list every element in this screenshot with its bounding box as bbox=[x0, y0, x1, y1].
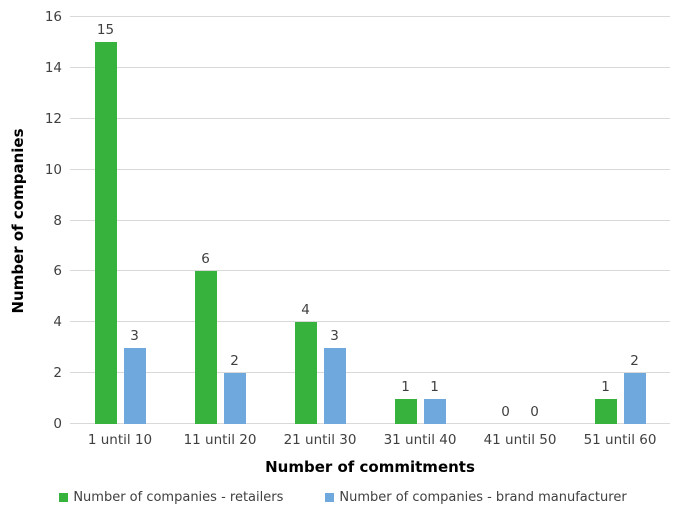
category-label: 31 until 40 bbox=[383, 432, 457, 448]
value-label: 6 bbox=[201, 251, 210, 268]
bar-series-0-21-until-30 bbox=[294, 322, 317, 424]
category-label: 21 until 30 bbox=[283, 432, 357, 448]
value-label: 2 bbox=[630, 353, 639, 370]
legend-swatch-icon bbox=[325, 493, 335, 502]
category-label: 1 until 10 bbox=[87, 432, 153, 448]
gridline bbox=[70, 219, 670, 221]
bar-series-1-11-until-20 bbox=[223, 373, 246, 424]
value-label: 1 bbox=[430, 378, 439, 395]
bar-series-0-1-until-10 bbox=[94, 42, 117, 424]
gridline bbox=[70, 321, 670, 323]
value-label: 0 bbox=[530, 404, 539, 420]
y-tick-label: 6 bbox=[53, 263, 62, 280]
value-label: 4 bbox=[301, 302, 310, 319]
x-axis-title: Number of commitments bbox=[265, 458, 475, 476]
plot-area: 15 3 6 2 4 3 1 1 0 0 1 2 bbox=[70, 16, 670, 424]
gridline bbox=[70, 66, 670, 68]
gridline bbox=[70, 16, 670, 17]
legend-label: Number of companies - retailers bbox=[73, 490, 284, 505]
bar-series-1-21-until-30 bbox=[323, 347, 346, 424]
y-tick-label: 14 bbox=[44, 59, 62, 76]
category-label: 51 until 60 bbox=[583, 432, 657, 448]
gridline bbox=[70, 270, 670, 272]
gridline bbox=[70, 168, 670, 170]
bar-series-1-51-until-60 bbox=[623, 373, 646, 424]
bar-series-0-31-until-40 bbox=[394, 398, 417, 424]
legend-label: Number of companies - brand manufacturer bbox=[339, 490, 627, 505]
gridline bbox=[70, 372, 670, 374]
y-tick-label: 10 bbox=[44, 161, 62, 178]
value-label: 1 bbox=[601, 378, 610, 395]
value-label: 15 bbox=[96, 22, 115, 39]
legend: Number of companies - retailers Number of… bbox=[0, 490, 686, 505]
category-label: 11 until 20 bbox=[183, 432, 257, 448]
y-tick-label: 12 bbox=[44, 110, 62, 127]
legend-item-1: Number of companies - brand manufacturer bbox=[325, 490, 627, 505]
bar-series-0-51-until-60 bbox=[594, 398, 617, 424]
value-label: 3 bbox=[330, 327, 339, 344]
gridline bbox=[70, 423, 670, 424]
y-tick-label: 16 bbox=[44, 9, 62, 25]
y-tick-label: 4 bbox=[53, 314, 62, 331]
value-label: 3 bbox=[130, 327, 139, 344]
value-label: 2 bbox=[230, 353, 239, 370]
y-tick-label: 8 bbox=[53, 212, 62, 229]
bar-series-1-1-until-10 bbox=[123, 347, 146, 424]
y-tick-label: 2 bbox=[53, 365, 62, 382]
legend-swatch-icon bbox=[59, 493, 69, 502]
bar-series-0-11-until-20 bbox=[194, 271, 217, 424]
gridline bbox=[70, 117, 670, 119]
category-label: 41 until 50 bbox=[483, 432, 557, 448]
y-tick-label: 0 bbox=[53, 416, 62, 432]
bar-series-1-31-until-40 bbox=[423, 398, 446, 424]
legend-item-0: Number of companies - retailers bbox=[59, 490, 283, 505]
value-label: 0 bbox=[501, 404, 510, 420]
value-label: 1 bbox=[401, 378, 410, 395]
